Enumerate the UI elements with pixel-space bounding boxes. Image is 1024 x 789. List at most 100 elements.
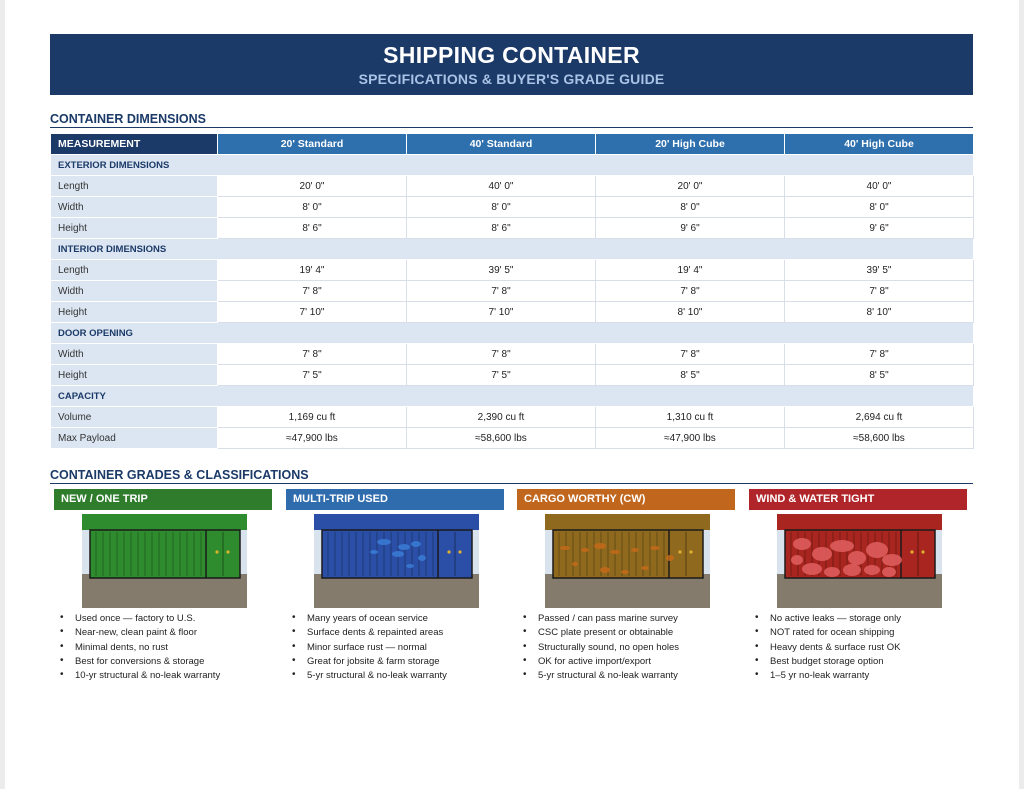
table-cell: 7' 8" bbox=[406, 343, 596, 365]
table-cell: ≈58,600 lbs bbox=[784, 427, 974, 449]
table-row: Height 8' 6" 8' 6" 9' 6" 9' 6" bbox=[50, 217, 974, 239]
row-label: Height bbox=[50, 217, 218, 239]
table-cell: 7' 10" bbox=[217, 301, 407, 323]
page-title: SHIPPING CONTAINER bbox=[383, 42, 640, 68]
group-label: CAPACITY bbox=[50, 385, 974, 407]
table-cell: 7' 10" bbox=[406, 301, 596, 323]
list-item: OK for active import/export bbox=[517, 655, 735, 670]
group-row: DOOR OPENING bbox=[50, 322, 974, 344]
row-label: Length bbox=[50, 175, 218, 197]
table-row: Volume 1,169 cu ft 2,390 cu ft 1,310 cu ft 2… bbox=[50, 406, 974, 428]
list-item: Heavy dents & surface rust OK bbox=[749, 641, 967, 656]
title-banner: SHIPPING CONTAINER SPECIFICATIONS & BUYE… bbox=[50, 34, 973, 95]
row-label: Length bbox=[50, 259, 218, 281]
container-illustration bbox=[314, 514, 479, 608]
list-item: 1–5 yr no-leak warranty bbox=[749, 669, 967, 684]
table-cell: 40' 0" bbox=[784, 175, 974, 197]
grades-heading: CONTAINER GRADES & CLASSIFICATIONS bbox=[50, 468, 973, 484]
table-cell: ≈47,900 lbs bbox=[595, 427, 785, 449]
table-cell: 19' 4" bbox=[217, 259, 407, 281]
row-label: Volume bbox=[50, 406, 218, 428]
column-header: MEASUREMENT bbox=[50, 133, 218, 155]
table-cell: 19' 4" bbox=[595, 259, 785, 281]
list-item: No active leaks — storage only bbox=[749, 612, 967, 627]
list-item: Best budget storage option bbox=[749, 655, 967, 670]
list-item: 5-yr structural & no-leak warranty bbox=[286, 669, 504, 684]
group-label: INTERIOR DIMENSIONS bbox=[50, 238, 974, 260]
table-cell: 7' 5" bbox=[406, 364, 596, 386]
table-cell: 20' 0" bbox=[217, 175, 407, 197]
grade-title: MULTI-TRIP USED bbox=[286, 489, 504, 510]
list-item: Structurally sound, no open holes bbox=[517, 641, 735, 656]
table-cell: 39' 5" bbox=[784, 259, 974, 281]
dimensions-heading: CONTAINER DIMENSIONS bbox=[50, 112, 973, 128]
table-cell: 9' 6" bbox=[595, 217, 785, 239]
table-cell: 8' 6" bbox=[406, 217, 596, 239]
row-label: Width bbox=[50, 280, 218, 302]
table-row: Length 20' 0" 40' 0" 20' 0" 40' 0" bbox=[50, 175, 974, 197]
table-cell: 8' 5" bbox=[784, 364, 974, 386]
column-header: 20' Standard bbox=[217, 133, 407, 155]
table-cell: 7' 5" bbox=[217, 364, 407, 386]
list-item: Near-new, clean paint & floor bbox=[54, 626, 272, 641]
dimensions-table: MEASUREMENT 20' Standard 40' Standard 20… bbox=[50, 133, 974, 449]
page-subtitle: SPECIFICATIONS & BUYER'S GRADE GUIDE bbox=[358, 71, 665, 87]
table-cell: 7' 8" bbox=[217, 280, 407, 302]
row-label: Max Payload bbox=[50, 427, 218, 449]
table-cell: 7' 8" bbox=[784, 343, 974, 365]
row-label: Height bbox=[50, 301, 218, 323]
table-cell: 8' 0" bbox=[406, 196, 596, 218]
table-cell: 8' 0" bbox=[595, 196, 785, 218]
feature-list: Passed / can pass marine surveyCSC plate… bbox=[517, 612, 735, 684]
table-cell: 8' 6" bbox=[217, 217, 407, 239]
table-row: Width 7' 8" 7' 8" 7' 8" 7' 8" bbox=[50, 343, 974, 365]
table-cell: 8' 0" bbox=[784, 196, 974, 218]
table-row: Height 7' 5" 7' 5" 8' 5" 8' 5" bbox=[50, 364, 974, 386]
row-label: Height bbox=[50, 364, 218, 386]
grade-title: NEW / ONE TRIP bbox=[54, 489, 272, 510]
table-cell: 20' 0" bbox=[595, 175, 785, 197]
table-cell: 8' 5" bbox=[595, 364, 785, 386]
feature-list: Many years of ocean serviceSurface dents… bbox=[286, 612, 504, 684]
list-item: 10-yr structural & no-leak warranty bbox=[54, 669, 272, 684]
table-cell: ≈47,900 lbs bbox=[217, 427, 407, 449]
feature-list: Used once — factory to U.S.Near-new, cle… bbox=[54, 612, 272, 684]
table-cell: 1,169 cu ft bbox=[217, 406, 407, 428]
table-header-row: MEASUREMENT 20' Standard 40' Standard 20… bbox=[50, 133, 974, 155]
list-item: NOT rated for ocean shipping bbox=[749, 626, 967, 641]
container-illustration bbox=[545, 514, 710, 608]
grade-card: CARGO WORTHY (CW) Passed / can pass marin… bbox=[517, 489, 735, 684]
table-cell: 7' 8" bbox=[406, 280, 596, 302]
table-row: Width 7' 8" 7' 8" 7' 8" 7' 8" bbox=[50, 280, 974, 302]
group-label: DOOR OPENING bbox=[50, 322, 974, 344]
table-row: Max Payload ≈47,900 lbs ≈58,600 lbs ≈47,900… bbox=[50, 427, 974, 449]
table-cell: 2,694 cu ft bbox=[784, 406, 974, 428]
table-row: Length 19' 4" 39' 5" 19' 4" 39' 5" bbox=[50, 259, 974, 281]
feature-list: No active leaks — storage onlyNOT rated … bbox=[749, 612, 967, 684]
list-item: CSC plate present or obtainable bbox=[517, 626, 735, 641]
table-row: Width 8' 0" 8' 0" 8' 0" 8' 0" bbox=[50, 196, 974, 218]
grade-title: CARGO WORTHY (CW) bbox=[517, 489, 735, 510]
table-cell: 40' 0" bbox=[406, 175, 596, 197]
list-item: Best for conversions & storage bbox=[54, 655, 272, 670]
table-cell: 8' 0" bbox=[217, 196, 407, 218]
group-label: EXTERIOR DIMENSIONS bbox=[50, 154, 974, 176]
list-item: Used once — factory to U.S. bbox=[54, 612, 272, 627]
grade-card: MULTI-TRIP USED Many years of ocean servi… bbox=[286, 489, 504, 684]
table-cell: 7' 8" bbox=[217, 343, 407, 365]
grade-card: WIND & WATER TIGHT No active leaks — stor… bbox=[749, 489, 967, 684]
container-illustration bbox=[82, 514, 247, 608]
list-item: Minimal dents, no rust bbox=[54, 641, 272, 656]
group-row: EXTERIOR DIMENSIONS bbox=[50, 154, 974, 176]
table-cell: 7' 8" bbox=[595, 343, 785, 365]
group-row: INTERIOR DIMENSIONS bbox=[50, 238, 974, 260]
container-illustration bbox=[777, 514, 942, 608]
list-item: Great for jobsite & farm storage bbox=[286, 655, 504, 670]
row-label: Width bbox=[50, 343, 218, 365]
list-item: Many years of ocean service bbox=[286, 612, 504, 627]
list-item: Minor surface rust — normal bbox=[286, 641, 504, 656]
column-header: 20' High Cube bbox=[595, 133, 785, 155]
table-cell: 7' 8" bbox=[784, 280, 974, 302]
table-cell: 7' 8" bbox=[595, 280, 785, 302]
table-body: EXTERIOR DIMENSIONS Length 20' 0" 40' 0" 20'… bbox=[50, 154, 974, 449]
